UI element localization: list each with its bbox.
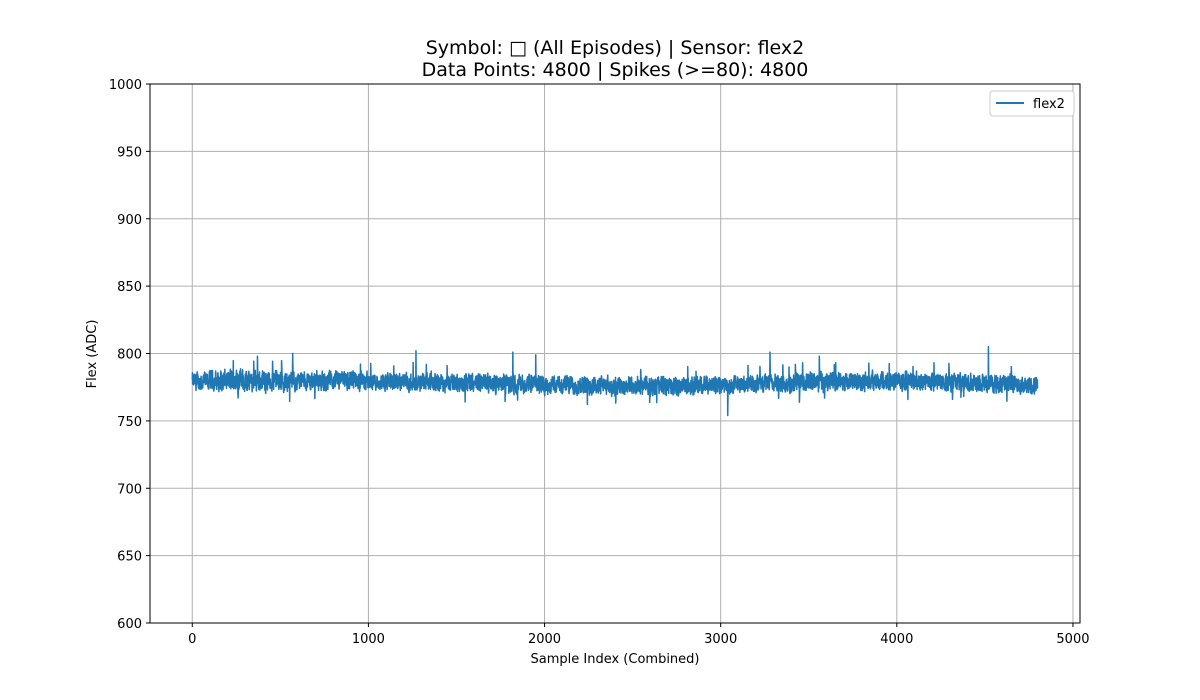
y-tick-label: 750 bbox=[117, 415, 142, 430]
chart-title: Symbol: □ (All Episodes) | Sensor: flex2 bbox=[426, 37, 805, 59]
legend-box bbox=[989, 90, 1075, 117]
axis-ticks: 0 1000 2000 3000 4000 5000 600 650 700 750 800 850 9… bbox=[109, 78, 1090, 647]
x-axis-label: Sample Index (Combined) bbox=[531, 652, 700, 667]
y-tick-label: 900 bbox=[117, 213, 142, 228]
series-layer bbox=[191, 346, 1039, 417]
legend: flex2 bbox=[989, 90, 1075, 117]
y-tick-label: 1000 bbox=[109, 78, 142, 93]
x-tick-label: 5000 bbox=[1056, 632, 1089, 647]
y-tick-label: 950 bbox=[117, 145, 142, 160]
x-tick-label: 2000 bbox=[528, 632, 561, 647]
x-tick-label: 3000 bbox=[704, 632, 737, 647]
y-tick-label: 700 bbox=[117, 482, 142, 497]
x-tick-label: 0 bbox=[188, 632, 196, 647]
legend-label-flex2: flex2 bbox=[1033, 97, 1065, 112]
x-tick-label: 1000 bbox=[352, 632, 385, 647]
chart-subtitle: Data Points: 4800 | Spikes (>=80): 4800 bbox=[422, 59, 809, 81]
y-tick-label: 850 bbox=[117, 280, 142, 295]
y-tick-label: 650 bbox=[117, 550, 142, 565]
y-tick-label: 800 bbox=[117, 348, 142, 363]
y-tick-label: 600 bbox=[117, 617, 142, 632]
series-line-flex2 bbox=[191, 346, 1039, 417]
y-axis-label: Flex (ADC) bbox=[85, 320, 100, 389]
x-tick-label: 4000 bbox=[880, 632, 913, 647]
